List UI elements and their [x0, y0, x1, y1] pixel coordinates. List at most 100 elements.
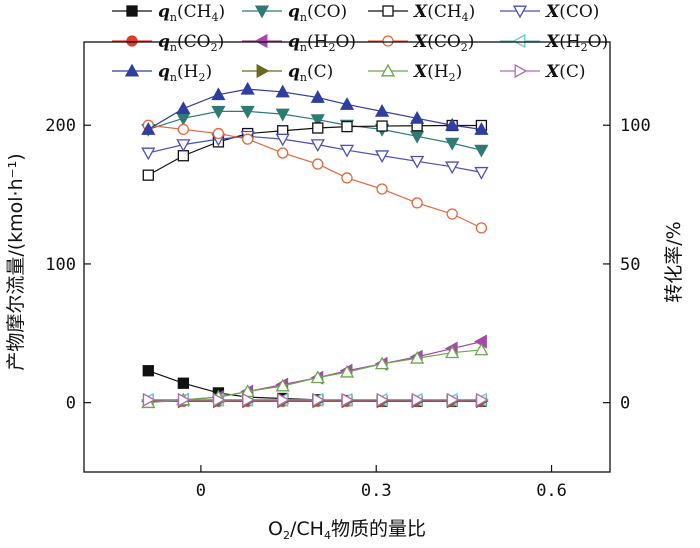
- legend-item-XH2: X(H2): [368, 62, 462, 84]
- legend-item-qCO: qn(CO): [242, 2, 347, 24]
- data-point-qCO: [310, 114, 325, 128]
- data-point-XC: [411, 392, 425, 407]
- legend-marker-qCH4: [126, 5, 138, 17]
- legend-label-qH2O: qn(H2O): [288, 32, 356, 54]
- data-point-XC: [446, 392, 460, 407]
- axes: 0 0.3 0.6 0 100 200 0 50 100: [45, 116, 650, 501]
- legend-marker-qCO: [254, 5, 270, 19]
- legend-label-XCO: X(CO): [545, 2, 599, 22]
- data-point-qH2: [445, 117, 460, 131]
- y-right-tick-label: 100: [620, 116, 651, 136]
- legend-item-qCO2: qn(CO2): [112, 32, 224, 54]
- x-tick-label: 0: [196, 481, 206, 501]
- data-point-XCO2: [212, 127, 225, 140]
- legend-label-qCH4: qn(CH4): [158, 2, 225, 24]
- data-point-XCH4: [177, 150, 190, 162]
- legend-item-XCO2: X(CO2): [368, 32, 474, 54]
- data-point-qCH4: [177, 377, 190, 389]
- data-point-XC: [212, 392, 226, 407]
- data-point-XCO2: [277, 147, 289, 159]
- legend-item-XC: X(C): [500, 62, 585, 82]
- series-XCO2: [142, 119, 488, 234]
- data-point-XH2: [339, 364, 355, 378]
- data-point-qCO: [275, 108, 290, 122]
- data-point-XC: [341, 392, 355, 407]
- y-left-tick-label: 100: [45, 255, 76, 275]
- legend-marker-XC: [514, 63, 528, 79]
- y-axis-left-label: 产物摩尔流量/(kmol·h⁻¹): [5, 153, 27, 370]
- data-point-XCO: [374, 150, 390, 164]
- legend-marker-qH2: [124, 63, 140, 77]
- series-XCH4: [142, 119, 488, 181]
- series-layer: [140, 81, 489, 409]
- data-point-XCO: [310, 139, 325, 152]
- data-point-XCO2: [411, 197, 423, 209]
- legend-marker-XCO: [512, 5, 528, 19]
- data-point-qH2: [240, 81, 255, 95]
- data-point-XCH4: [341, 120, 353, 133]
- data-point-qH2: [410, 110, 425, 124]
- data-point-XC: [312, 392, 326, 407]
- series-XCO: [141, 130, 489, 180]
- legend-marker-XH2: [380, 63, 396, 77]
- data-point-XCO: [141, 147, 156, 161]
- data-point-XCO: [410, 155, 425, 169]
- legend-item-qC: qn(C): [242, 62, 333, 84]
- legend-marker-XH2O: [512, 33, 526, 49]
- y-left-tick-label: 0: [66, 394, 76, 414]
- data-point-qH2: [310, 90, 325, 103]
- legend-label-XCH4: X(CH4): [413, 2, 475, 24]
- y-axis-right-label: 转化率/%: [663, 221, 685, 302]
- legend-label-XC: X(C): [545, 62, 585, 82]
- data-point-XCO2: [446, 208, 458, 220]
- legend-label-qCO2: qn(CO2): [158, 32, 224, 54]
- data-point-XCO: [474, 166, 489, 180]
- data-point-XCO2: [312, 158, 324, 170]
- data-point-qCO: [410, 130, 425, 144]
- data-point-qH2: [176, 101, 191, 115]
- legend-label-XCO2: X(CO2): [413, 32, 474, 54]
- data-point-qCO: [445, 137, 460, 151]
- legend-label-XH2: X(H2): [413, 62, 462, 84]
- data-point-XH2: [410, 350, 425, 364]
- legend-item-XCO: X(CO): [500, 2, 599, 22]
- series-qH2: [141, 81, 489, 135]
- x-axis-label: O2/CH4物质的量比: [268, 518, 426, 542]
- data-point-XH2: [374, 356, 390, 370]
- x-tick-label: 0.3: [361, 481, 392, 501]
- plot-frame: [83, 41, 611, 473]
- data-point-XH2: [445, 345, 460, 359]
- data-point-XC: [142, 392, 156, 407]
- data-point-XC: [277, 392, 291, 407]
- data-point-qCO: [176, 112, 191, 126]
- series-line-qH2O: [148, 341, 482, 402]
- y-right-tick-label: 0: [620, 394, 630, 414]
- data-point-XCH4: [312, 122, 324, 134]
- data-point-qH2: [474, 122, 489, 135]
- legend-item-qH2: qn(H2): [112, 62, 212, 84]
- data-point-qCH4: [142, 365, 154, 377]
- data-point-XC: [177, 392, 191, 407]
- x-tick-label: 0.6: [536, 481, 567, 501]
- legend-marker-XCO2: [382, 35, 394, 47]
- data-point-qH2: [374, 104, 390, 117]
- data-point-XCH4: [142, 169, 154, 181]
- series-XC: [142, 392, 489, 407]
- legend-item-qH2O: qn(H2O): [242, 32, 356, 54]
- legend-marker-XCH4: [382, 5, 394, 17]
- data-point-qCO: [474, 144, 489, 158]
- y-left-tick-label: 200: [45, 116, 76, 136]
- legend-label-qH2: qn(H2): [158, 62, 212, 84]
- data-point-XC: [475, 392, 489, 407]
- data-point-XC: [376, 392, 390, 407]
- y-right-tick-label: 50: [620, 255, 640, 275]
- data-point-qH2: [275, 84, 290, 98]
- legend-label-qC: qn(C): [288, 62, 333, 84]
- data-point-qH2: [141, 122, 156, 135]
- legend-item-XH2O: X(H2O): [500, 32, 608, 54]
- data-point-XH2: [474, 342, 489, 356]
- data-point-XH2: [310, 370, 325, 384]
- data-point-XCO2: [241, 133, 254, 145]
- data-point-XCH4: [376, 120, 388, 132]
